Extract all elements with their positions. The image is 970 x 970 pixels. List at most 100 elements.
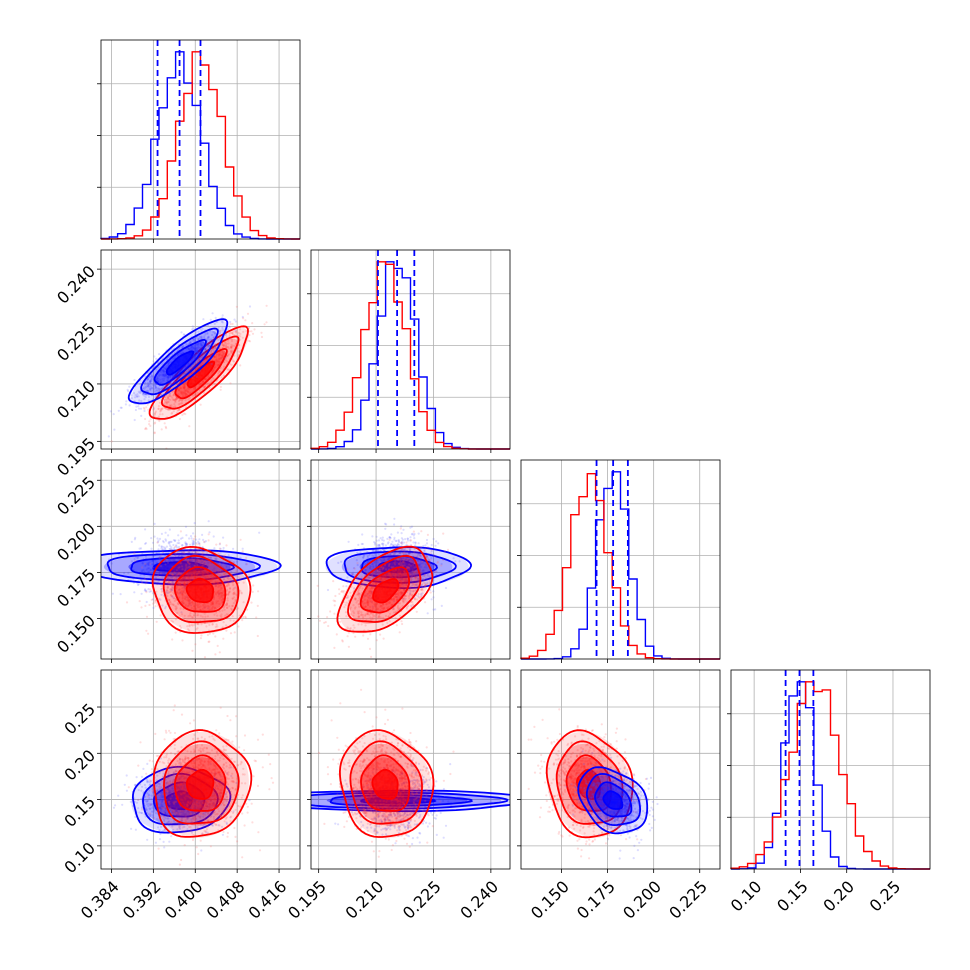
- blue-sample-point: [151, 592, 155, 595]
- blue-sample-point: [218, 329, 221, 332]
- blue-sample-point: [160, 398, 163, 401]
- red-sample-point: [214, 361, 217, 364]
- blue-sample-point: [144, 588, 147, 591]
- red-sample-point: [197, 552, 200, 555]
- blue-sample-point: [160, 547, 163, 550]
- red-sample-point: [173, 398, 176, 402]
- blue-contour-1: [140, 327, 219, 396]
- red-sample-point: [184, 399, 187, 402]
- red-sample-point: [187, 565, 190, 569]
- red-sample-point: [180, 572, 183, 576]
- red-sample-point: [260, 331, 263, 334]
- red-sample-point: [212, 582, 216, 585]
- blue-sample-point: [375, 535, 378, 538]
- blue-sample-point: [164, 539, 168, 542]
- red-sample-point: [215, 556, 218, 559]
- red-sample-point: [226, 606, 229, 609]
- red-sample-point: [208, 605, 211, 608]
- blue-sample-point: [212, 535, 215, 538]
- red-sample-point: [181, 568, 184, 571]
- red-sample-point: [178, 417, 181, 421]
- red-sample-point: [224, 344, 228, 347]
- blue-sample-point: [192, 355, 195, 358]
- red-sample-point: [231, 597, 234, 600]
- blue-sample-point: [161, 369, 164, 372]
- red-sample-point: [222, 621, 225, 624]
- blue-sample-point: [207, 344, 211, 347]
- red-sample-point: [229, 322, 232, 326]
- blue-sample-point: [188, 550, 191, 553]
- blue-sample-point: [204, 347, 207, 350]
- red-sample-point: [231, 322, 234, 326]
- blue-sample-point: [145, 385, 148, 388]
- blue-sample-point: [162, 370, 165, 374]
- blue-sample-point: [197, 346, 200, 349]
- blue-sample-point: [147, 588, 150, 591]
- blue-sample-point: [134, 536, 137, 540]
- blue-sample-point: [166, 376, 170, 380]
- blue-sample-point: [406, 539, 410, 542]
- blue-sample-point: [163, 571, 166, 575]
- blue-sample-point: [141, 562, 144, 565]
- red-sample-point: [222, 352, 225, 355]
- blue-sample-point: [179, 381, 182, 384]
- red-sample-point: [203, 606, 206, 609]
- blue-sample-point: [199, 343, 202, 346]
- blue-sample-point: [389, 573, 392, 576]
- red-sample-point: [185, 381, 188, 384]
- blue-sample-point: [229, 320, 232, 324]
- red-sample-point: [219, 591, 222, 594]
- red-sample-point: [183, 384, 186, 388]
- red-sample-point: [219, 356, 222, 359]
- red-sample-point: [246, 312, 250, 315]
- red-sample-point: [211, 623, 214, 626]
- red-sample-point: [179, 607, 182, 610]
- red-sample-point: [195, 573, 198, 576]
- red-sample-point: [230, 559, 233, 562]
- blue-sample-point: [147, 395, 151, 399]
- red-sample-point: [193, 604, 196, 608]
- red-sample-point: [219, 388, 222, 391]
- red-sample-point: [265, 304, 268, 307]
- red-sample-point: [195, 550, 198, 553]
- red-sample-point: [242, 317, 245, 320]
- blue-sample-point: [184, 541, 187, 544]
- blue-sample-point: [181, 344, 184, 347]
- red-sample-point: [217, 571, 220, 574]
- blue-sample-point: [119, 593, 122, 596]
- blue-sample-point: [196, 349, 199, 352]
- red-sample-point: [153, 412, 156, 415]
- red-sample-point: [181, 551, 184, 554]
- red-sample-point: [174, 618, 177, 621]
- red-sample-point: [211, 600, 214, 603]
- blue-sample-point: [198, 541, 201, 545]
- red-sample-point: [216, 591, 219, 594]
- red-sample-point: [227, 581, 230, 584]
- red-sample-point: [219, 570, 222, 573]
- red-sample-point: [346, 568, 349, 571]
- blue-sample-point: [232, 561, 235, 564]
- blue-sample-point: [402, 553, 405, 556]
- blue-sample-point: [185, 559, 188, 562]
- red-sample-point: [222, 593, 225, 597]
- red-sample-point: [149, 424, 152, 427]
- blue-sample-point: [203, 335, 206, 338]
- blue-sample-point: [208, 531, 211, 534]
- red-sample-point: [200, 559, 203, 562]
- red-sample-point: [170, 603, 173, 606]
- red-sample-point: [169, 405, 172, 408]
- blue-sample-point: [158, 374, 161, 377]
- blue-sample-point: [402, 541, 405, 544]
- blue-sample-point: [214, 557, 217, 560]
- red-sample-point: [233, 344, 236, 347]
- blue-sample-point: [198, 364, 202, 367]
- blue-sample-point: [180, 346, 183, 349]
- red-sample-point: [180, 589, 183, 593]
- blue-sample-point: [203, 347, 206, 351]
- red-sample-point: [217, 364, 220, 367]
- red-sample-point: [183, 386, 186, 389]
- blue-sample-point: [204, 576, 207, 579]
- blue-sample-point: [198, 560, 201, 563]
- blue-sample-point: [183, 586, 186, 589]
- blue-sample-point: [214, 316, 217, 319]
